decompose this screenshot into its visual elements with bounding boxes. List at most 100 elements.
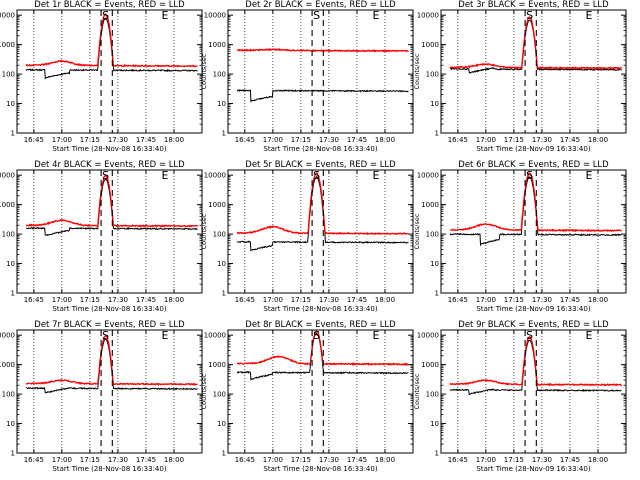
y-axis-label: Counts/sec [413, 53, 421, 89]
x-tick-label: 18:00 [375, 136, 395, 144]
x-axis-label: Start Time (28-Nov-09 16:33:40) [476, 145, 590, 153]
lld-series-line [449, 172, 622, 233]
x-tick-label: 17:30 [319, 136, 339, 144]
lld-series-line [449, 16, 622, 70]
x-tick-label: 17:45 [347, 456, 367, 464]
x-tick-label: 17:45 [347, 136, 367, 144]
x-tick-label: 17:15 [80, 296, 100, 304]
x-tick-label: 17:30 [532, 456, 552, 464]
x-tick-label: 18:00 [588, 296, 608, 304]
y-tick-label: 1000 [208, 361, 226, 369]
plot-frame [16, 169, 203, 294]
plot-frame [440, 329, 627, 454]
end-marker: E [373, 329, 380, 342]
y-tick-label: 100 [2, 71, 15, 79]
x-tick-label: 17:00 [52, 456, 72, 464]
y-axis-label: Counts/sec [413, 373, 421, 409]
y-tick-label: 10000 [417, 172, 439, 180]
y-tick-label: 10 [6, 100, 15, 108]
y-tick-label: 10000 [0, 12, 15, 20]
lld-series-line [25, 12, 198, 68]
lld-series-line [25, 335, 198, 386]
x-axis-label: Start Time (28-Nov-08 16:33:40) [52, 145, 166, 153]
x-tick-label: 17:45 [136, 136, 156, 144]
y-tick-label: 1 [222, 450, 226, 458]
events-series-line [236, 176, 409, 252]
plot-frame [227, 9, 414, 134]
y-tick-label: 100 [213, 231, 226, 239]
y-tick-label: 1000 [0, 41, 15, 49]
panel-title: Det 4r BLACK = Events, RED = LLD [34, 160, 185, 170]
detector-panel-8: Det 8r BLACK = Events, RED = LLD 1 10 100 10… [200, 320, 414, 473]
x-tick-label: 16:45 [24, 296, 44, 304]
x-tick-label: 17:30 [108, 136, 128, 144]
y-tick-label: 1000 [208, 201, 226, 209]
start-marker: S [526, 9, 533, 22]
plot-frame [227, 329, 414, 454]
x-tick-label: 18:00 [588, 136, 608, 144]
y-tick-label: 1 [11, 450, 15, 458]
y-tick-label: 100 [2, 231, 15, 239]
x-tick-label: 16:45 [448, 296, 468, 304]
y-tick-label: 10000 [204, 12, 226, 20]
x-tick-label: 16:45 [235, 136, 255, 144]
detector-panel-4: Det 4r BLACK = Events, RED = LLD 1 10 100 10… [0, 160, 203, 313]
y-tick-label: 10000 [0, 332, 15, 340]
detector-panel-2: Det 2r BLACK = Events, RED = LLD 1 10 100 10… [200, 0, 414, 153]
x-axis-label: Start Time (28-Nov-08 16:33:40) [263, 465, 377, 473]
x-tick-label: 17:15 [504, 456, 524, 464]
start-marker: S [313, 9, 320, 22]
end-marker: E [162, 169, 169, 182]
plot-frame [440, 169, 627, 294]
x-tick-label: 17:00 [263, 456, 283, 464]
x-tick-label: 17:00 [263, 136, 283, 144]
y-tick-label: 10 [217, 420, 226, 428]
x-axis-label: Start Time (28-Nov-08 16:33:40) [263, 305, 377, 313]
detector-panel-9: Det 9r BLACK = Events, RED = LLD 1 10 100 10… [413, 320, 627, 473]
x-tick-label: 18:00 [588, 456, 608, 464]
x-tick-label: 17:30 [108, 296, 128, 304]
y-axis-label: Counts/sec [200, 213, 208, 249]
detector-panel-1: Det 1r BLACK = Events, RED = LLD 1 10 100 10… [0, 0, 203, 153]
start-marker: S [313, 169, 320, 182]
end-marker: E [162, 329, 169, 342]
x-axis-label: Start Time (28-Nov-08 16:33:40) [263, 145, 377, 153]
x-tick-label: 17:45 [560, 296, 580, 304]
x-axis-label: Start Time (28-Nov-08 16:33:40) [52, 465, 166, 473]
lld-series-line [236, 172, 409, 236]
end-marker: E [586, 329, 593, 342]
x-tick-label: 17:30 [108, 456, 128, 464]
x-tick-label: 18:00 [164, 136, 184, 144]
x-tick-label: 17:15 [80, 456, 100, 464]
y-tick-label: 10000 [204, 172, 226, 180]
panel-title: Det 6r BLACK = Events, RED = LLD [458, 160, 609, 170]
x-tick-label: 17:00 [52, 296, 72, 304]
events-series-line [236, 88, 409, 103]
x-tick-label: 17:45 [136, 296, 156, 304]
panel-title: Det 7r BLACK = Events, RED = LLD [34, 320, 185, 330]
x-tick-label: 17:30 [532, 296, 552, 304]
y-axis-label: Counts/sec [413, 213, 421, 249]
lld-series-line [25, 174, 199, 228]
detector-panel-5: Det 5r BLACK = Events, RED = LLD 1 10 100 10… [200, 160, 414, 313]
x-axis-label: Start Time (28-Nov-08 16:33:40) [52, 305, 166, 313]
x-axis-label: Start Time (28-Nov-09 16:33:40) [476, 465, 590, 473]
panel-title: Det 3r BLACK = Events, RED = LLD [458, 0, 609, 10]
end-marker: E [373, 169, 380, 182]
plot-frame [227, 169, 414, 294]
events-series-line [236, 332, 409, 381]
detector-panel-7: Det 7r BLACK = Events, RED = LLD 1 10 100 10… [0, 320, 203, 473]
x-tick-label: 17:00 [476, 456, 496, 464]
y-tick-label: 10 [6, 260, 15, 268]
plot-frame [16, 329, 203, 454]
x-tick-label: 17:00 [263, 296, 283, 304]
y-tick-label: 100 [426, 231, 439, 239]
x-tick-label: 17:15 [80, 136, 100, 144]
x-tick-label: 17:45 [560, 136, 580, 144]
detector-panel-3: Det 3r BLACK = Events, RED = LLD 1 10 100 10… [413, 0, 627, 153]
x-tick-label: 17:45 [136, 456, 156, 464]
start-marker: S [313, 329, 320, 342]
panel-title: Det 5r BLACK = Events, RED = LLD [245, 160, 396, 170]
panel-title: Det 1r BLACK = Events, RED = LLD [34, 0, 185, 10]
